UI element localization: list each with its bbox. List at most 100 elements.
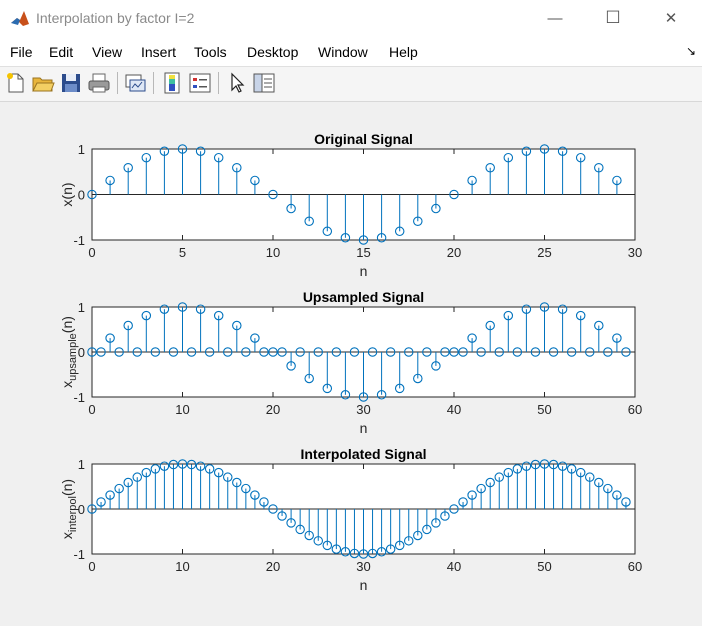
stem-marker	[467, 490, 477, 500]
y-axis-label-subscript: interpol	[67, 496, 79, 532]
stem-marker	[612, 490, 622, 500]
stem-marker	[548, 347, 559, 357]
stem-marker	[349, 548, 360, 559]
stem-marker	[204, 464, 215, 474]
stem-marker	[575, 467, 586, 478]
stem-marker	[494, 472, 504, 482]
plot-title: Upsampled Signal	[303, 289, 424, 305]
stem-marker	[340, 233, 351, 243]
stem-marker	[603, 483, 613, 494]
x-tick-label: 20	[266, 559, 280, 574]
menu-desktop[interactable]: Desktop	[247, 44, 299, 60]
x-tick-label: 0	[88, 245, 95, 260]
menu-insert[interactable]: Insert	[141, 44, 177, 60]
stem-marker	[621, 347, 631, 357]
stem-marker	[159, 304, 170, 314]
stem-marker	[358, 549, 369, 559]
y-tick-label: 1	[78, 142, 85, 157]
open-file-icon[interactable]	[31, 71, 55, 95]
stem-marker	[304, 373, 314, 384]
menu-edit[interactable]: Edit	[49, 44, 74, 60]
new-figure-icon[interactable]	[4, 71, 28, 95]
stem-marker	[186, 459, 197, 470]
stem-marker	[322, 540, 333, 551]
menu-window[interactable]: Window	[318, 44, 368, 60]
stem-marker	[322, 383, 333, 394]
stem-marker	[394, 540, 405, 551]
stem-marker	[123, 320, 133, 331]
stem-marker	[313, 347, 323, 357]
menu-help[interactable]: Help	[389, 44, 418, 60]
y-axis-label-main: x	[59, 381, 75, 388]
stem-marker	[241, 347, 251, 357]
stem-marker	[277, 511, 287, 521]
x-tick-label: 60	[628, 559, 642, 574]
insert-legend-icon[interactable]	[188, 71, 212, 95]
stem-marker	[440, 347, 450, 357]
link-plot-icon[interactable]	[123, 71, 147, 95]
x-tick-label: 25	[537, 245, 551, 260]
insert-colorbar-icon[interactable]	[160, 71, 184, 95]
stem-marker	[485, 477, 495, 488]
stem-marker	[186, 347, 197, 357]
stem-marker	[87, 504, 97, 514]
stem-marker	[494, 347, 504, 357]
dock-arrow-icon[interactable]: ↘	[685, 44, 696, 58]
stem-marker	[114, 347, 124, 357]
stem-marker	[223, 347, 233, 357]
stem-marker	[376, 233, 387, 243]
matlab-logo-icon	[9, 8, 31, 30]
stem-marker	[440, 511, 450, 521]
stem-marker	[268, 504, 278, 514]
stem-marker	[403, 536, 414, 546]
minimize-button[interactable]: —	[532, 0, 578, 36]
stem-marker	[467, 175, 477, 186]
x-tick-label: 0	[88, 402, 95, 417]
stem-marker	[449, 189, 459, 200]
x-axis-label: n	[360, 263, 368, 279]
stem-marker	[232, 320, 242, 331]
stem-marker	[530, 347, 541, 357]
stem-marker	[123, 162, 133, 173]
stem-marker	[87, 189, 97, 200]
stem-marker	[476, 483, 486, 494]
y-axis-label: xinterpol(n)	[59, 479, 79, 539]
menu-view[interactable]: View	[92, 44, 123, 60]
y-axis-label-subscript: upsample	[67, 333, 79, 381]
property-inspector-icon[interactable]	[252, 71, 276, 95]
print-icon[interactable]	[87, 71, 111, 95]
stem-marker	[431, 203, 441, 214]
menu-tools[interactable]: Tools	[194, 44, 227, 60]
stem-marker	[150, 347, 161, 357]
edit-plot-arrow-icon[interactable]	[225, 71, 249, 95]
stem-marker	[394, 383, 405, 394]
stem-marker	[132, 347, 143, 357]
x-tick-label: 15	[356, 245, 370, 260]
y-tick-label: -1	[73, 390, 85, 405]
stem-marker	[566, 347, 577, 357]
save-icon[interactable]	[59, 71, 83, 95]
stem-marker	[105, 490, 115, 500]
stem-marker	[594, 162, 604, 173]
x-axis-label: n	[360, 577, 368, 593]
stem-marker	[168, 459, 179, 470]
menu-file[interactable]: File	[10, 44, 33, 60]
stem-marker	[503, 152, 514, 163]
toolbar-separator	[218, 72, 219, 94]
close-button[interactable]: ✕	[648, 0, 694, 36]
stem-marker	[123, 477, 133, 488]
x-tick-label: 50	[537, 402, 551, 417]
stem-marker	[413, 530, 423, 541]
stem-marker	[431, 361, 441, 371]
maximize-button[interactable]: ☐	[590, 0, 636, 36]
y-axis-label: xupsample(n)	[59, 316, 79, 388]
stem-marker	[349, 347, 360, 357]
stem-marker	[413, 216, 423, 227]
stem-marker	[177, 302, 188, 312]
stem-marker	[521, 146, 532, 156]
x-tick-label: 10	[175, 402, 189, 417]
stem-marker	[177, 144, 188, 154]
stem-marker	[286, 203, 296, 214]
stem-marker	[512, 464, 523, 474]
